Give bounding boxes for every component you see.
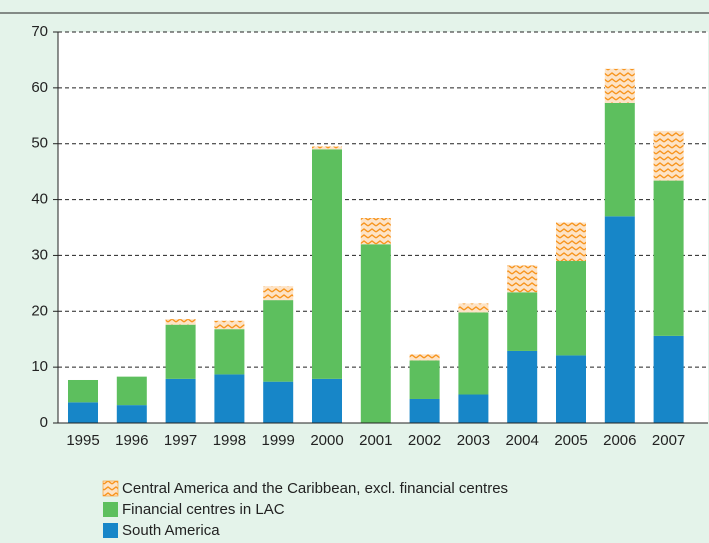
legend-label: Financial centres in LAC: [122, 501, 285, 518]
bar-segment: [604, 68, 635, 103]
bar-segment: [68, 379, 98, 403]
y-tick-label: 70: [31, 23, 48, 40]
bar-segment: [458, 394, 489, 423]
bar-segment: [409, 398, 440, 423]
x-tick-label: 1999: [262, 432, 295, 449]
bar-segment: [312, 378, 342, 423]
y-tick-label: 20: [31, 302, 48, 319]
bar-segment: [68, 402, 98, 423]
x-tick-label: 2002: [408, 432, 441, 449]
bar-segment: [507, 350, 538, 423]
bar-segment: [556, 355, 586, 423]
bar-segment: [312, 149, 342, 379]
legend-swatch: [103, 502, 118, 517]
bar-segment: [214, 329, 245, 375]
bar-segment: [556, 261, 586, 356]
legend-label: Central America and the Caribbean, excl.…: [122, 480, 508, 497]
bar-segment: [409, 354, 440, 361]
x-tick-label: 1996: [115, 432, 148, 449]
bar-segment: [653, 180, 684, 336]
x-tick-label: 1997: [164, 432, 197, 449]
x-tick-label: 2003: [457, 432, 490, 449]
bar-segment: [263, 381, 294, 423]
legend-swatch: [102, 480, 119, 497]
bar-segment: [116, 376, 147, 406]
bar-segment: [458, 312, 489, 395]
y-tick-label: 50: [31, 135, 48, 152]
bar-segment: [458, 303, 489, 313]
bar-segment: [263, 300, 294, 382]
bar-segment: [604, 102, 635, 217]
x-tick-label: 2004: [506, 432, 539, 449]
bar-segment: [165, 378, 196, 423]
bar-segment: [653, 335, 684, 423]
bar-segment: [507, 292, 538, 351]
y-tick-label: 10: [31, 358, 48, 375]
x-tick-label: 2007: [652, 432, 685, 449]
x-tick-label: 2006: [603, 432, 636, 449]
bar-segment: [360, 244, 391, 423]
x-tick-label: 2001: [359, 432, 392, 449]
bar-segment: [556, 222, 586, 262]
y-tick-label: 60: [31, 79, 48, 96]
bar-segment: [214, 374, 245, 423]
y-tick-label: 30: [31, 246, 48, 263]
legend-label: South America: [122, 522, 220, 539]
bar-segment: [165, 324, 196, 379]
x-tick-label: 1998: [213, 432, 246, 449]
bar-segment: [653, 130, 684, 181]
y-tick-label: 0: [40, 414, 48, 431]
bar-segment: [604, 216, 635, 423]
bar-segment: [312, 146, 342, 150]
x-tick-label: 1995: [66, 432, 99, 449]
bar-segment: [116, 405, 147, 423]
bar-segment: [214, 320, 245, 330]
bar-segment: [360, 218, 391, 245]
bar-segment: [165, 319, 196, 325]
x-tick-label: 2000: [310, 432, 343, 449]
legend-swatch: [103, 523, 118, 538]
y-tick-label: 40: [31, 191, 48, 208]
bar-segment: [263, 286, 294, 301]
bar-segment: [409, 360, 440, 399]
x-tick-label: 2005: [554, 432, 587, 449]
bar-segment: [507, 265, 538, 293]
